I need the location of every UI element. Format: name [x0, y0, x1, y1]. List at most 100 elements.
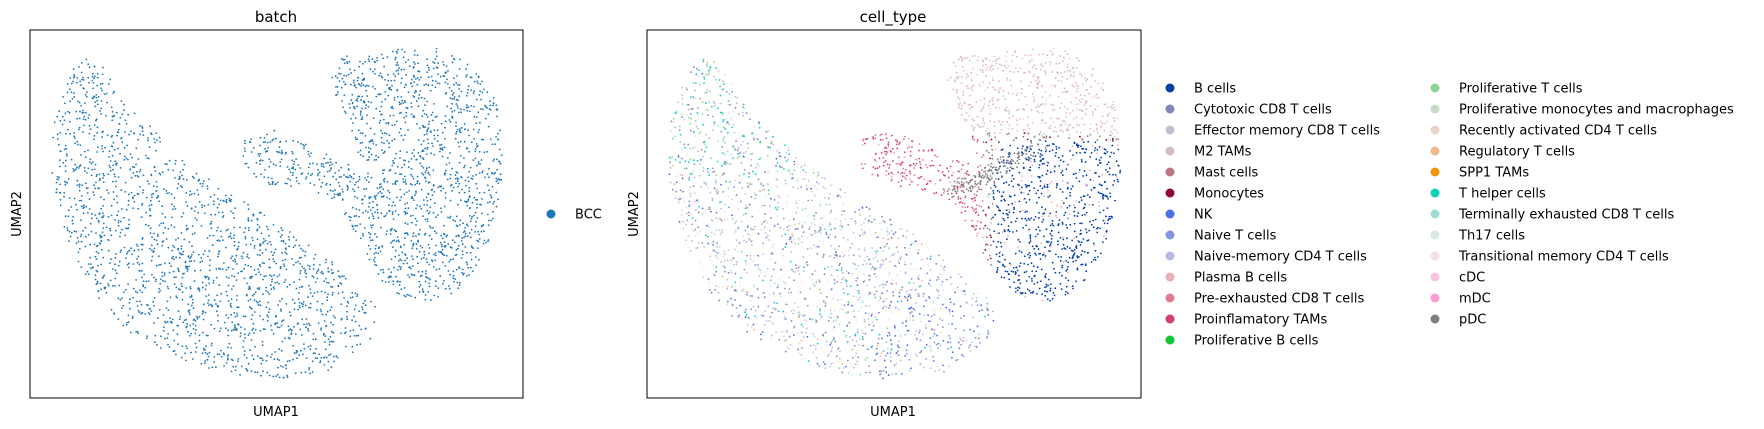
- data-point: [388, 198, 391, 200]
- data-point: [1026, 138, 1029, 141]
- data-point: [1073, 210, 1075, 213]
- data-point: [1005, 209, 1008, 212]
- data-point: [477, 111, 480, 114]
- data-point: [424, 104, 426, 106]
- data-point: [137, 332, 140, 335]
- data-point: [368, 197, 371, 200]
- data-point: [393, 162, 395, 165]
- data-point: [458, 191, 461, 194]
- data-point: [969, 344, 971, 347]
- data-point: [270, 324, 272, 327]
- data-point: [492, 160, 495, 163]
- data-point: [111, 134, 114, 137]
- data-point: [282, 366, 284, 368]
- data-point: [223, 262, 225, 264]
- data-point: [723, 83, 725, 86]
- data-point: [299, 272, 302, 275]
- data-point: [419, 162, 422, 165]
- data-point: [969, 87, 972, 90]
- data-point: [860, 306, 863, 309]
- data-point: [443, 173, 446, 176]
- data-point: [82, 76, 84, 79]
- data-point: [1044, 150, 1047, 153]
- data-point: [731, 304, 734, 307]
- data-point: [943, 370, 945, 373]
- data-point: [445, 254, 448, 257]
- data-point: [180, 252, 182, 255]
- data-point: [804, 263, 807, 265]
- data-point: [1098, 175, 1100, 178]
- data-point: [454, 137, 457, 140]
- data-point: [245, 243, 248, 246]
- data-point: [346, 305, 348, 308]
- data-point: [311, 360, 314, 363]
- data-point: [330, 306, 333, 309]
- data-point: [428, 282, 430, 284]
- data-point: [444, 197, 447, 199]
- data-point: [495, 180, 498, 183]
- data-point: [415, 192, 417, 194]
- data-point: [328, 354, 330, 357]
- data-point: [294, 333, 297, 335]
- data-point: [377, 156, 380, 159]
- data-point: [343, 80, 345, 83]
- data-point: [194, 351, 197, 353]
- data-point: [342, 106, 344, 109]
- data-point: [398, 292, 400, 295]
- data-point: [258, 212, 261, 214]
- data-point: [115, 111, 118, 114]
- data-point: [460, 108, 462, 111]
- data-point: [239, 373, 242, 376]
- data-point: [260, 173, 262, 176]
- data-point: [440, 211, 443, 213]
- data-point: [1099, 135, 1101, 138]
- data-point: [880, 152, 883, 154]
- data-point: [772, 243, 775, 246]
- data-point: [429, 278, 432, 281]
- data-point: [411, 247, 414, 250]
- data-point: [178, 252, 181, 254]
- data-point: [976, 304, 979, 306]
- data-point: [380, 186, 383, 188]
- data-point: [136, 291, 139, 294]
- data-point: [124, 119, 127, 122]
- data-point: [59, 132, 62, 134]
- data-point: [988, 228, 991, 231]
- data-point: [867, 293, 870, 296]
- data-point: [142, 284, 145, 286]
- data-point: [425, 258, 428, 260]
- data-point: [1054, 155, 1057, 157]
- data-point: [356, 293, 359, 296]
- data-point: [466, 104, 468, 107]
- data-point: [429, 206, 432, 209]
- data-point: [412, 232, 415, 235]
- data-point: [680, 148, 683, 151]
- data-point: [882, 161, 885, 164]
- data-point: [725, 118, 728, 120]
- data-point: [753, 138, 755, 141]
- data-point: [177, 237, 180, 239]
- data-point: [151, 196, 153, 199]
- data-point: [463, 157, 465, 160]
- data-point: [444, 81, 447, 84]
- data-point: [165, 307, 168, 309]
- data-point: [97, 146, 99, 149]
- data-point: [925, 358, 927, 360]
- data-point: [428, 69, 430, 71]
- data-point: [722, 137, 725, 140]
- data-point: [153, 341, 156, 344]
- data-point: [1049, 50, 1052, 52]
- data-point: [59, 119, 62, 122]
- data-point: [232, 329, 235, 331]
- data-point: [434, 116, 437, 119]
- data-point: [1090, 189, 1093, 191]
- data-point: [340, 57, 343, 60]
- data-point: [767, 189, 770, 192]
- data-point: [460, 240, 463, 242]
- data-point: [201, 281, 204, 284]
- data-point: [1031, 292, 1034, 294]
- data-point: [354, 107, 356, 109]
- data-point: [275, 375, 277, 377]
- data-point: [271, 278, 274, 281]
- data-point: [952, 315, 954, 317]
